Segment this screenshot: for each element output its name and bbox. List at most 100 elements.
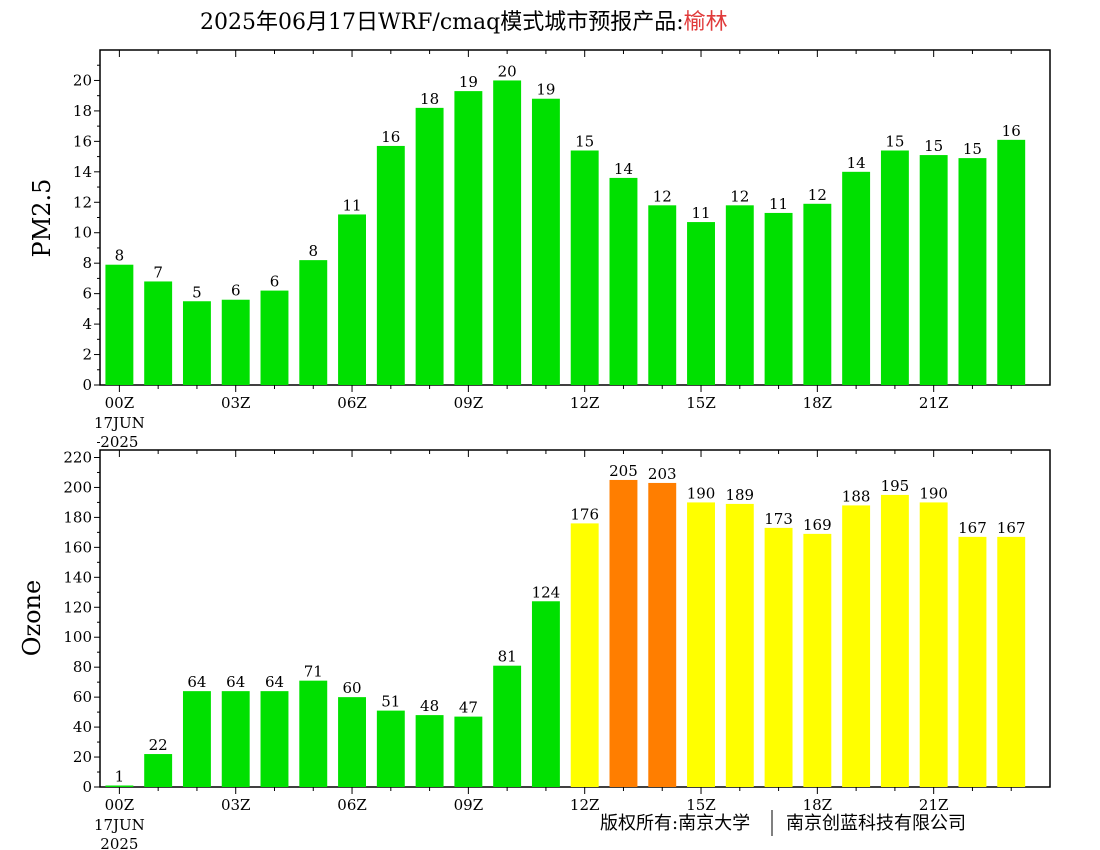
data-bar [299, 680, 328, 787]
data-bar [725, 205, 754, 385]
data-bar [338, 697, 366, 787]
data-bar [958, 158, 987, 385]
data-bar [570, 150, 599, 385]
x-tick-label: 00Z [105, 394, 135, 412]
data-bar [648, 482, 677, 787]
y-tick-label: 80 [73, 658, 92, 676]
data-label: 15 [924, 137, 943, 155]
data-bar [260, 290, 289, 385]
data-label: 190 [919, 484, 948, 502]
x-tick-label: 03Z [221, 394, 251, 412]
data-label: 11 [691, 204, 710, 222]
data-bar [880, 494, 909, 787]
data-label: 8 [115, 247, 125, 265]
data-bar [338, 214, 366, 385]
y-tick-label: 2 [82, 346, 92, 364]
data-bar [842, 505, 871, 787]
y-tick-label: 12 [73, 193, 92, 211]
data-label: 16 [381, 128, 400, 146]
data-label: 190 [687, 484, 716, 502]
data-label: 1 [115, 768, 125, 786]
x-tick-label: 03Z [221, 796, 251, 814]
data-bar [880, 150, 909, 385]
data-label: 12 [730, 187, 749, 205]
data-label: 18 [420, 90, 439, 108]
y-tick-label: 8 [82, 254, 92, 272]
chart-title-city: 榆林 [684, 10, 728, 35]
x-tick-label: 09Z [454, 394, 484, 412]
x-tick-label: 00Z [105, 796, 135, 814]
data-label: 47 [459, 699, 478, 717]
data-bar [531, 98, 560, 386]
data-label: 8 [308, 242, 318, 260]
data-bar [182, 691, 211, 787]
data-bar [531, 601, 560, 787]
x-tick-label: 21Z [919, 796, 949, 814]
data-label: 48 [420, 697, 439, 715]
y-axis-label: Ozone [18, 580, 46, 656]
y-tick-label: 180 [63, 508, 92, 526]
data-label: 173 [764, 510, 793, 528]
x-date-label: 17JUN [94, 816, 145, 834]
data-bar [260, 691, 289, 787]
copyright-left: 版权所有:南京大学 [600, 813, 750, 834]
data-label: 60 [342, 679, 361, 697]
x-tick-label: 21Z [919, 394, 949, 412]
y-tick-label: 220 [63, 448, 92, 466]
data-label: 15 [575, 133, 594, 151]
x-tick-label: 18Z [803, 796, 833, 814]
data-bar [144, 754, 173, 787]
data-bar [609, 177, 638, 385]
data-bar [454, 716, 483, 787]
x-tick-label: 15Z [686, 394, 716, 412]
data-label: 64 [265, 673, 284, 691]
x-tick-label: 12Z [570, 796, 600, 814]
data-bar [376, 710, 405, 787]
x-date-label: 2025 [100, 433, 138, 451]
data-bar [997, 139, 1026, 385]
y-tick-label: 14 [73, 163, 92, 181]
data-bar [493, 665, 522, 787]
y-tick-label: 4 [82, 315, 92, 333]
y-tick-label: 6 [82, 285, 92, 303]
data-bar [105, 785, 134, 787]
y-tick-label: 40 [73, 718, 92, 736]
y-tick-label: 200 [63, 478, 92, 496]
data-bar [803, 533, 832, 787]
data-bar [493, 80, 522, 386]
data-label: 64 [226, 673, 245, 691]
y-tick-label: 120 [63, 598, 92, 616]
data-bar [376, 145, 405, 385]
data-label: 14 [614, 160, 633, 178]
x-tick-label: 18Z [803, 394, 833, 412]
data-bar [454, 91, 483, 385]
data-label: 6 [270, 273, 280, 291]
data-label: 205 [609, 462, 638, 480]
data-label: 167 [997, 519, 1026, 537]
x-date-label: 17JUN [94, 414, 145, 432]
data-label: 5 [192, 283, 202, 301]
data-label: 12 [808, 186, 827, 204]
y-tick-label: 160 [63, 538, 92, 556]
data-label: 15 [885, 133, 904, 151]
data-bar [687, 222, 715, 385]
data-bar [182, 301, 211, 385]
data-label: 189 [725, 486, 754, 504]
data-bar [415, 715, 444, 787]
data-label: 19 [536, 81, 555, 99]
data-bar [609, 479, 638, 787]
data-bar [919, 155, 948, 385]
data-label: 22 [149, 736, 168, 754]
y-tick-label: 20 [73, 748, 92, 766]
data-bar [570, 523, 599, 787]
data-bar [221, 691, 250, 787]
data-label: 19 [459, 73, 478, 91]
copyright-footer: 版权所有:南京大学 南京创蓝科技有限公司 [600, 810, 966, 836]
data-label: 81 [498, 648, 517, 666]
data-label: 15 [963, 140, 982, 158]
data-label: 71 [304, 663, 323, 681]
data-label: 6 [231, 282, 241, 300]
chart-title: 2025年06月17日WRF/cmaq模式城市预报产品:榆林 [200, 10, 728, 35]
copyright-right: 南京创蓝科技有限公司 [786, 813, 966, 834]
